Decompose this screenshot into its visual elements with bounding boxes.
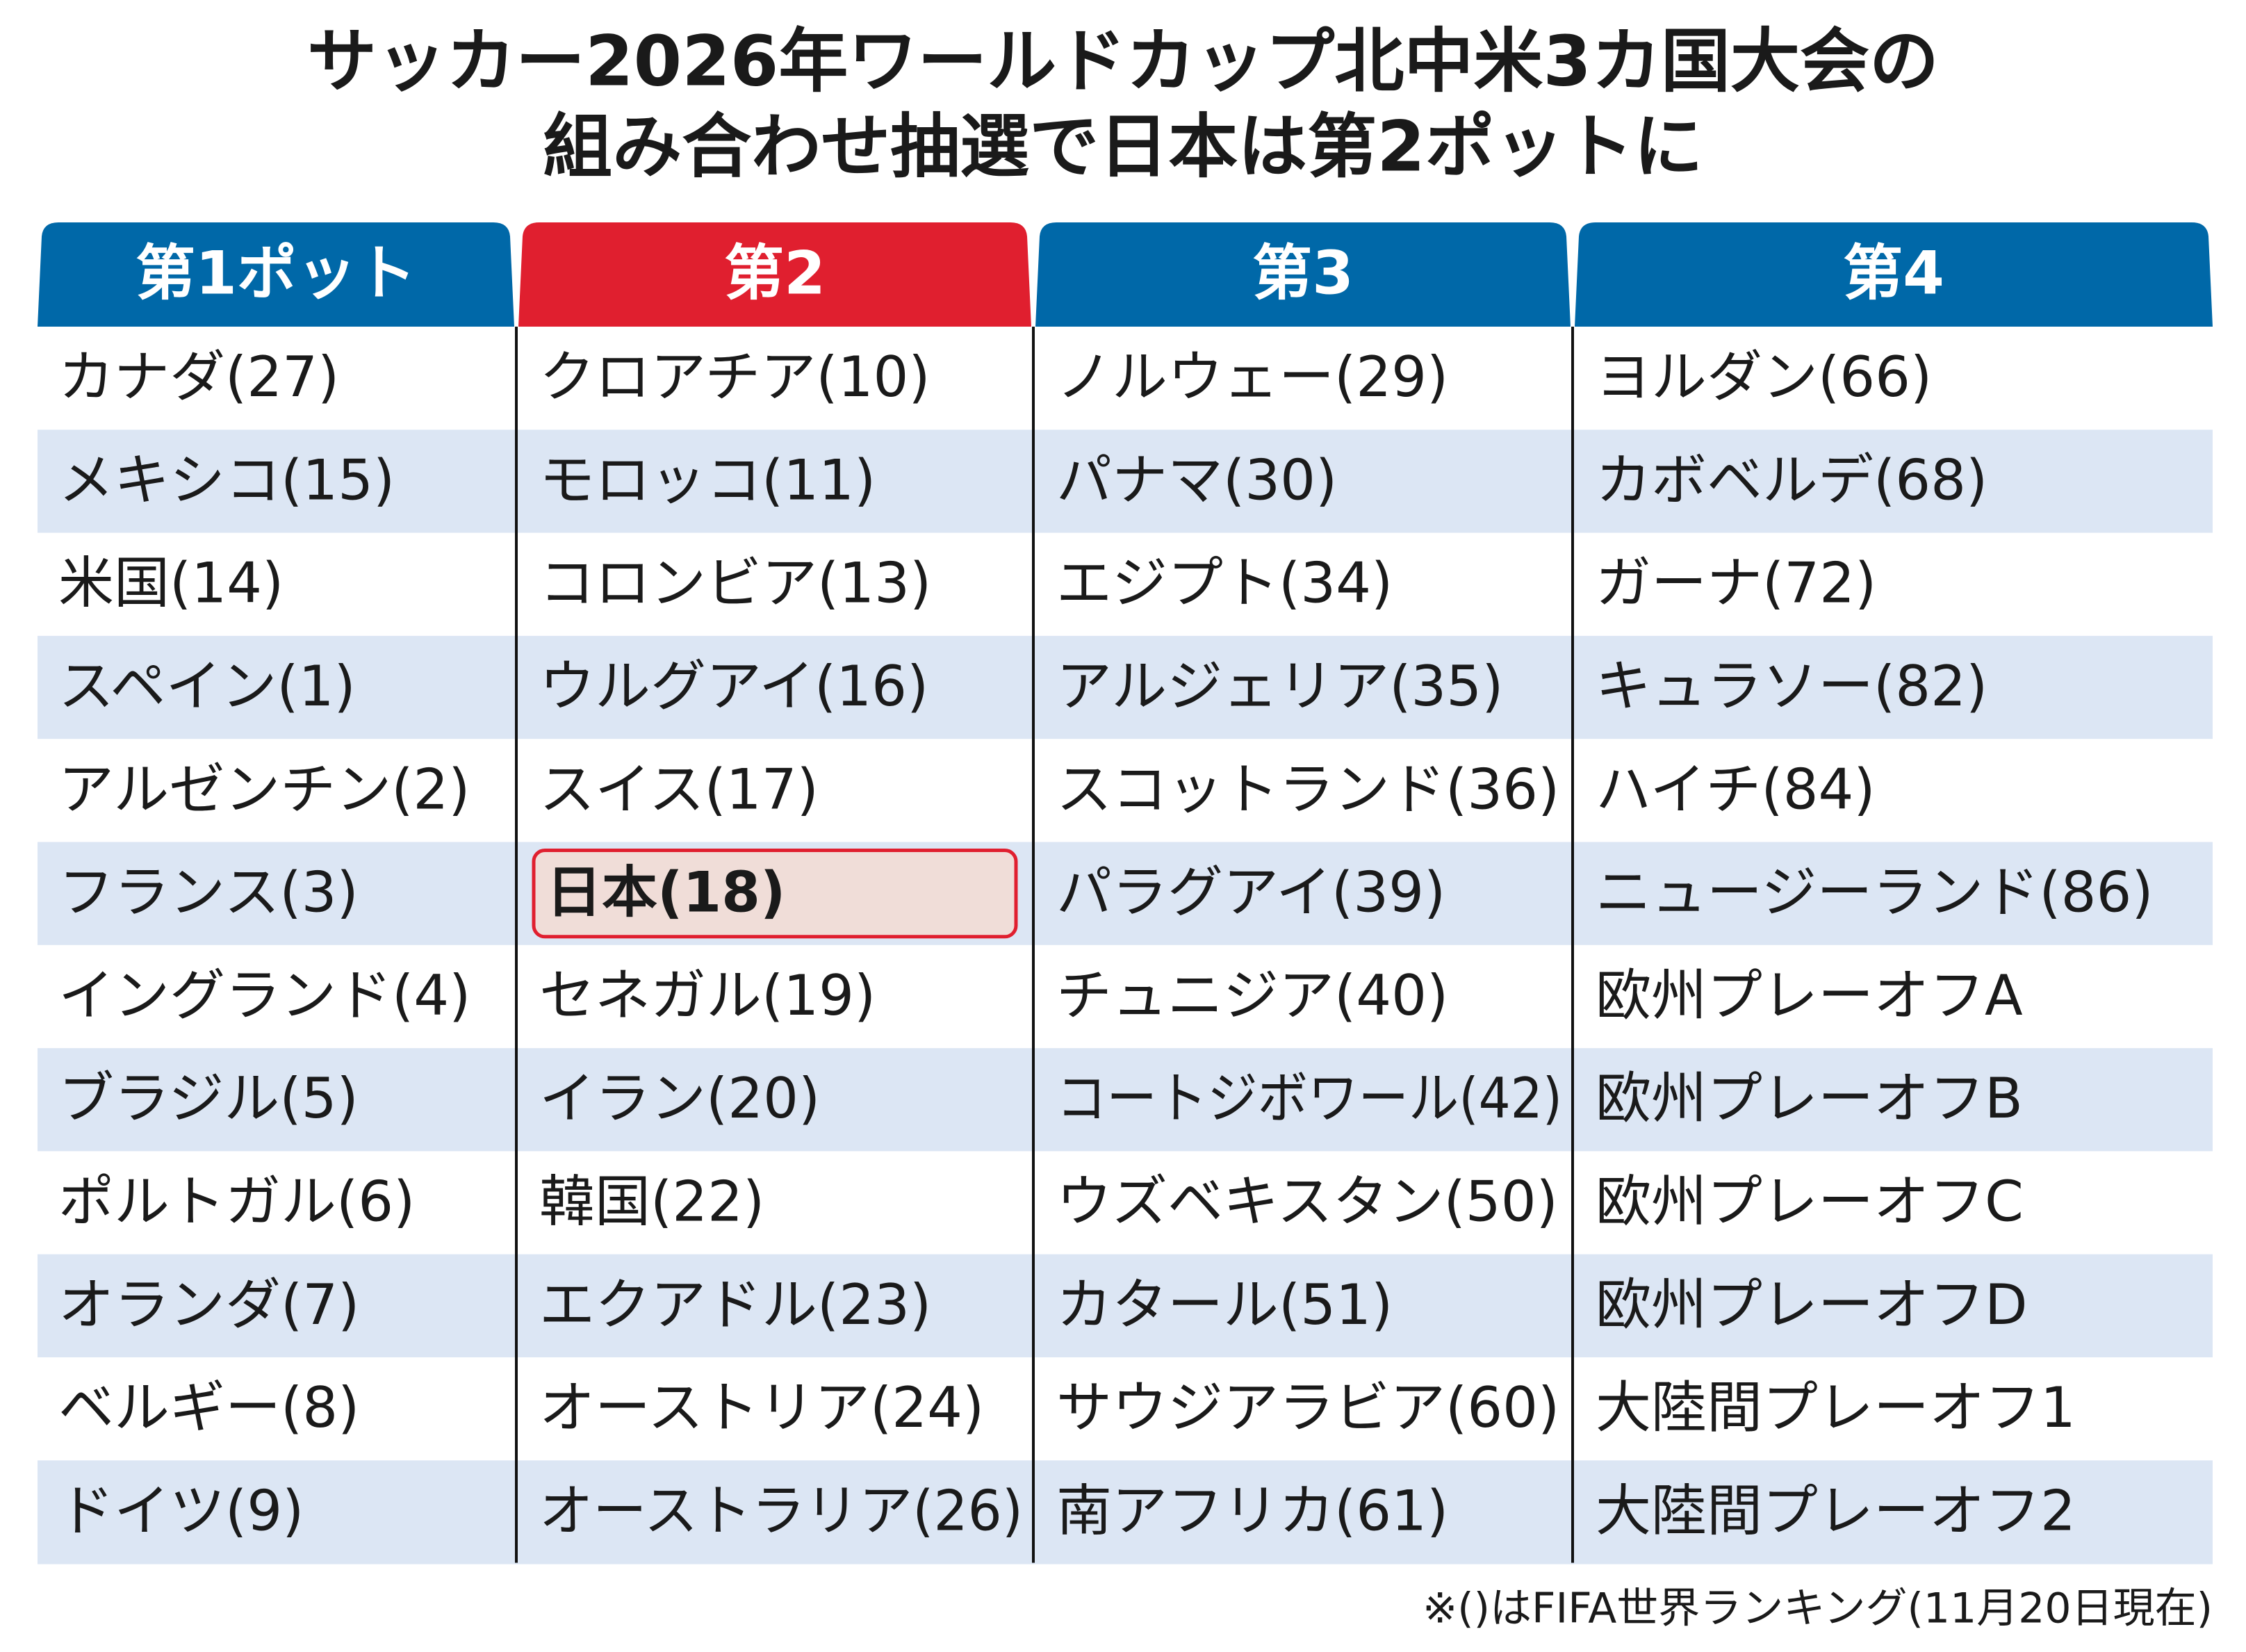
team-entry: エジプト(34) — [1056, 551, 1393, 616]
row-band — [38, 1460, 2213, 1564]
team-entry: カタール(51) — [1056, 1273, 1393, 1337]
team-entry: 日本(18) — [546, 860, 785, 925]
team-entry: ノルウェー(29) — [1056, 345, 1448, 409]
row-band — [38, 635, 2213, 739]
team-entry: ニュージーランド(86) — [1596, 860, 2154, 925]
team-entry: アルジェリア(35) — [1056, 654, 1503, 719]
team-entry: 大陸間プレーオフ1 — [1596, 1375, 2076, 1440]
team-entry: ウズベキスタン(50) — [1056, 1170, 1558, 1234]
team-entry: 大陸間プレーオフ2 — [1596, 1478, 2076, 1543]
team-entry: 欧州プレーオフC — [1596, 1170, 2024, 1234]
team-entry: 欧州プレーオフD — [1596, 1273, 2028, 1337]
pot-header: 第2 — [724, 238, 826, 308]
pot-header-tab — [1035, 222, 1571, 327]
team-entry: オーストラリア(26) — [539, 1478, 1023, 1543]
team-entry: コロンビア(13) — [539, 551, 931, 616]
pot-header: 第4 — [1843, 238, 1944, 308]
team-entry: ウルグアイ(16) — [539, 654, 928, 719]
team-entry: セネガル(19) — [539, 963, 876, 1028]
pot-header-tab — [1575, 222, 2213, 327]
pot-header-tab — [38, 222, 514, 327]
team-entry: オランダ(7) — [58, 1273, 359, 1337]
team-entry: ポルトガル(6) — [58, 1170, 415, 1234]
team-entry: コートジボワール(42) — [1056, 1066, 1562, 1131]
team-entry: イラン(20) — [539, 1066, 820, 1131]
team-entry: チュニジア(40) — [1056, 963, 1448, 1028]
pot-header-tab — [518, 222, 1031, 327]
row-band — [38, 430, 2213, 533]
team-entry: ブラジル(5) — [58, 1066, 359, 1131]
team-entry: ドイツ(9) — [58, 1478, 304, 1543]
highlight-box — [532, 849, 1018, 939]
team-entry: オーストリア(24) — [539, 1375, 984, 1440]
team-entry: スコットランド(36) — [1056, 757, 1559, 821]
team-entry: メキシコ(15) — [58, 448, 395, 512]
team-entry: カナダ(27) — [58, 345, 339, 409]
team-entry: ベルギー(8) — [58, 1375, 359, 1440]
team-entry: カボベルデ(68) — [1596, 448, 1987, 512]
team-entry: イングランド(4) — [58, 963, 470, 1028]
team-entry: スイス(17) — [539, 757, 819, 821]
row-band — [38, 842, 2213, 945]
team-entry: ハイチ(84) — [1596, 757, 1876, 821]
team-entry: 米国(14) — [58, 551, 284, 616]
team-entry: フランス(3) — [58, 860, 359, 925]
team-entry: エクアドル(23) — [539, 1273, 931, 1337]
team-entry: 欧州プレーオフA — [1596, 963, 2023, 1028]
footnote: ※()はFIFA世界ランキング(11月20日現在) — [1423, 1585, 2213, 1633]
team-entry: サウジアラビア(60) — [1056, 1375, 1559, 1440]
team-entry: 南アフリカ(61) — [1056, 1478, 1448, 1543]
team-entry: スペイン(1) — [58, 654, 356, 719]
pot-header: 第3 — [1252, 238, 1354, 308]
team-entry: パラグアイ(39) — [1056, 860, 1445, 925]
team-entry: 韓国(22) — [539, 1170, 764, 1234]
team-entry: アルゼンチン(2) — [58, 757, 470, 821]
team-entry: 欧州プレーオフB — [1596, 1066, 2023, 1131]
title: 組み合わせ抽選で日本は第2ポットに — [543, 106, 1703, 187]
team-entry: キュラソー(82) — [1596, 654, 1987, 719]
row-band — [38, 1254, 2213, 1357]
team-entry: ヨルダン(66) — [1596, 345, 1932, 409]
title: サッカー2026年ワールドカップ北中米3カ国大会の — [307, 20, 1939, 101]
team-entry: クロアチア(10) — [539, 345, 931, 409]
row-band — [38, 1048, 2213, 1152]
pot-header: 第1ポット — [136, 238, 416, 308]
team-entry: モロッコ(11) — [539, 448, 876, 512]
rows-background — [38, 430, 2213, 1564]
team-entry: パナマ(30) — [1056, 448, 1337, 512]
team-entry: ガーナ(72) — [1596, 551, 1876, 616]
